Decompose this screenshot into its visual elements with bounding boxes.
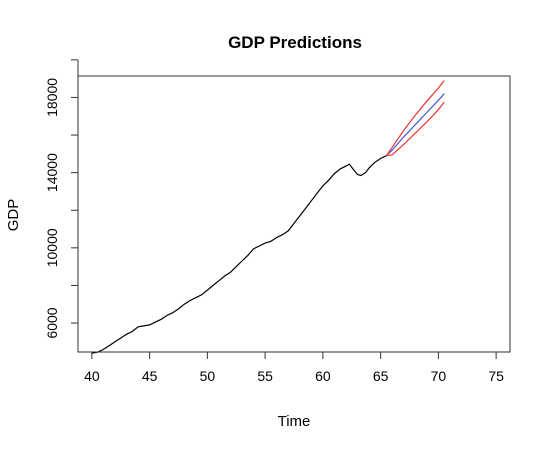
chart-title: GDP Predictions — [228, 33, 362, 52]
x-axis: 40 45 50 55 60 65 70 75 — [84, 351, 504, 384]
x-axis-label: Time — [278, 413, 311, 430]
series-line-3 — [386, 101, 445, 157]
y-axis: 6000 10000 14000 18000 — [44, 59, 79, 339]
x-tick-label: 60 — [315, 368, 331, 384]
x-tick-label: 50 — [200, 368, 216, 384]
x-tick-label: 65 — [373, 368, 389, 384]
y-tick-label: 18000 — [44, 78, 60, 117]
x-tick-label: 45 — [142, 368, 158, 384]
x-tick-label: 40 — [84, 368, 100, 384]
series-line-1 — [385, 93, 445, 157]
x-tick-label: 75 — [488, 368, 504, 384]
x-tick-label: 70 — [431, 368, 447, 384]
y-tick-label: 10000 — [44, 228, 60, 267]
y-tick-label: 14000 — [44, 153, 60, 192]
series-line-0 — [91, 155, 387, 354]
plot-frame — [77, 75, 511, 353]
y-axis-label: GDP — [5, 199, 22, 232]
series-layer — [91, 80, 445, 354]
x-tick-label: 55 — [257, 368, 273, 384]
y-tick-label: 6000 — [44, 307, 60, 338]
series-line-2 — [385, 80, 445, 157]
